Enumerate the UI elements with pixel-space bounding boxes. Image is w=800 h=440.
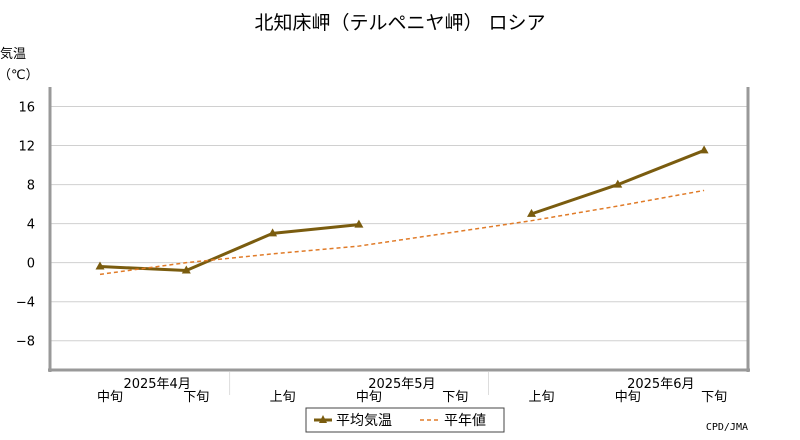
x-tick-label: 上旬	[270, 390, 296, 405]
y-tick-label: −4	[16, 296, 35, 311]
credit-text: CPD/JMA	[706, 422, 748, 433]
data-point	[613, 179, 623, 188]
month-label: 2025年5月	[368, 377, 435, 392]
chart-title: 北知床岬（テルペニヤ岬） ロシア	[254, 12, 545, 34]
y-tick-label: 8	[27, 179, 35, 194]
x-tick-label: 下旬	[183, 390, 209, 405]
x-tick-label: 中旬	[615, 390, 641, 405]
x-tick-label: 中旬	[356, 390, 382, 405]
data-point	[527, 208, 536, 217]
y-tick-label: 4	[27, 218, 35, 233]
y-axis-label: 気温	[0, 46, 26, 62]
plot-frame	[48, 87, 750, 372]
legend-box	[305, 407, 505, 433]
legend: 平均気温 平年値	[305, 407, 505, 433]
grid-lines	[50, 106, 748, 342]
data-point	[268, 228, 278, 237]
y-tick-label: 0	[27, 257, 35, 272]
y-tick-label: −8	[16, 335, 35, 350]
series-normal-line	[99, 189, 705, 276]
legend-label-normal: 平年値	[444, 413, 486, 429]
y-tick-labels: 16 12 8 4 0 −4 −8	[16, 101, 35, 350]
month-label: 2025年6月	[627, 377, 694, 392]
y-axis-unit: （℃）	[0, 68, 39, 83]
legend-label-mean: 平均気温	[336, 413, 392, 429]
series-layer	[95, 145, 709, 276]
x-tick-label: 上旬	[528, 390, 554, 405]
month-label: 2025年4月	[123, 377, 190, 392]
series-mean-line	[99, 223, 360, 272]
data-point	[181, 265, 191, 274]
y-tick-label: 16	[18, 101, 35, 116]
legend-marker-mean	[319, 415, 327, 423]
x-tick-label: 中旬	[97, 390, 123, 405]
data-point	[354, 219, 364, 228]
data-point	[699, 145, 709, 154]
y-tick-label: 12	[18, 140, 35, 155]
x-tick-label: 下旬	[701, 390, 727, 405]
data-point	[95, 261, 105, 270]
x-tick-label: 下旬	[442, 390, 468, 405]
